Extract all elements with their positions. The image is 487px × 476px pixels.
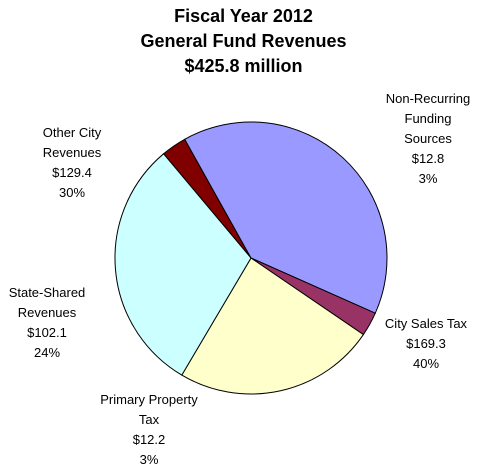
slice-value-label: $12.8	[412, 151, 445, 166]
slice-value-label: $102.1	[27, 325, 67, 340]
chart-title-line-2: General Fund Revenues	[140, 31, 347, 51]
slice-label-text: Non-Recurring	[386, 91, 471, 106]
chart-title-line-1: Fiscal Year 2012	[174, 6, 313, 26]
pie-slice-4	[114, 153, 252, 376]
slice-percent-label: 3%	[140, 452, 159, 467]
pie-slice-3	[181, 257, 365, 395]
slice-percent-label: 30%	[59, 185, 85, 200]
slice-label-text: Other City	[43, 125, 102, 140]
slice-label-3: State-Shared Revenues $102.1 24%	[9, 285, 86, 360]
slice-label-text: Primary Property	[100, 392, 198, 407]
slice-label-0: Non-Recurring Funding Sources $12.8 3%	[386, 91, 471, 186]
slice-percent-label: 24%	[34, 345, 60, 360]
slice-value-label: $169.3	[406, 336, 446, 351]
slice-label-2: Primary Property Tax $12.2 3%	[100, 392, 198, 467]
slice-label-text: Funding	[405, 111, 452, 126]
slice-label-text: State-Shared	[9, 285, 86, 300]
slice-label-text: Tax	[139, 412, 160, 427]
slice-value-label: $12.2	[133, 432, 166, 447]
slice-label-text: Revenues	[43, 145, 102, 160]
slice-percent-label: 3%	[419, 171, 438, 186]
slice-label-4: Other City Revenues $129.4 30%	[43, 125, 102, 200]
pie-slice-1	[184, 121, 388, 314]
slice-label-text: Sources	[404, 131, 452, 146]
slice-label-text: City Sales Tax	[385, 316, 468, 331]
slice-label-text: Revenues	[18, 305, 77, 320]
chart-title: Fiscal Year 2012 General Fund Revenues $…	[0, 4, 487, 79]
chart-title-line-3: $425.8 million	[184, 56, 303, 76]
slice-percent-label: 40%	[413, 356, 439, 371]
slice-label-1: City Sales Tax $169.3 40%	[385, 316, 468, 371]
slice-value-label: $129.4	[52, 165, 92, 180]
